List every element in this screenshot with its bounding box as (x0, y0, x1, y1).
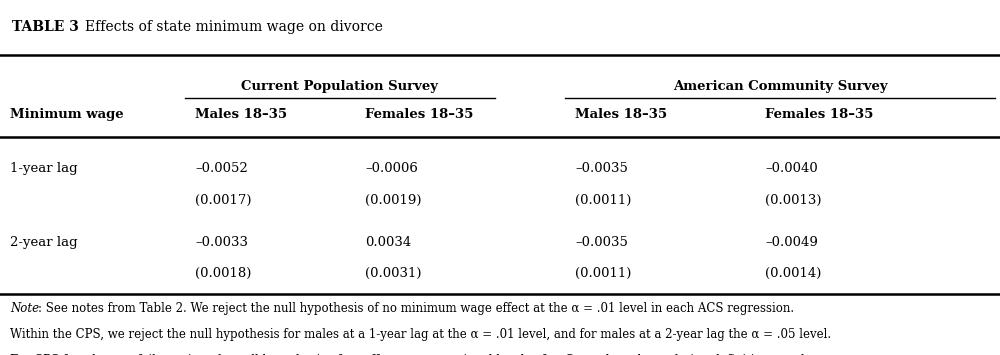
Text: –0.0035: –0.0035 (575, 236, 628, 249)
Text: (0.0013): (0.0013) (765, 193, 822, 207)
Text: Females 18–35: Females 18–35 (765, 108, 873, 121)
Text: (0.0019): (0.0019) (365, 193, 422, 207)
Text: Minimum wage: Minimum wage (10, 108, 124, 121)
Text: –0.0040: –0.0040 (765, 162, 818, 175)
Text: American Community Survey: American Community Survey (673, 80, 887, 93)
Text: 0.0034: 0.0034 (365, 236, 411, 249)
Text: –0.0052: –0.0052 (195, 162, 248, 175)
Text: Note: Note (10, 302, 39, 316)
Text: Within the CPS, we reject the null hypothesis for males at a 1-year lag at the α: Within the CPS, we reject the null hypot… (10, 328, 831, 342)
Text: Males 18–35: Males 18–35 (195, 108, 287, 121)
Text: Males 18–35: Males 18–35 (575, 108, 667, 121)
Text: 2-year lag: 2-year lag (10, 236, 78, 249)
Text: –0.0006: –0.0006 (365, 162, 418, 175)
Text: (0.0018): (0.0018) (195, 267, 251, 280)
Text: TABLE 3: TABLE 3 (12, 20, 79, 33)
Text: –0.0033: –0.0033 (195, 236, 248, 249)
Text: 1-year lag: 1-year lag (10, 162, 78, 175)
Text: (0.0011): (0.0011) (575, 193, 631, 207)
Text: For CPS females, we fail to reject the null hypothesis of no effect at conventio: For CPS females, we fail to reject the n… (10, 354, 816, 355)
Text: (0.0031): (0.0031) (365, 267, 422, 280)
Text: Females 18–35: Females 18–35 (365, 108, 473, 121)
Text: (0.0017): (0.0017) (195, 193, 252, 207)
Text: (0.0014): (0.0014) (765, 267, 821, 280)
Text: (0.0011): (0.0011) (575, 267, 631, 280)
Text: –0.0035: –0.0035 (575, 162, 628, 175)
Text: : See notes from Table 2. We reject the null hypothesis of no minimum wage effec: : See notes from Table 2. We reject the … (38, 302, 794, 316)
Text: –0.0049: –0.0049 (765, 236, 818, 249)
Text: Current Population Survey: Current Population Survey (241, 80, 438, 93)
Text: Effects of state minimum wage on divorce: Effects of state minimum wage on divorce (85, 20, 383, 33)
